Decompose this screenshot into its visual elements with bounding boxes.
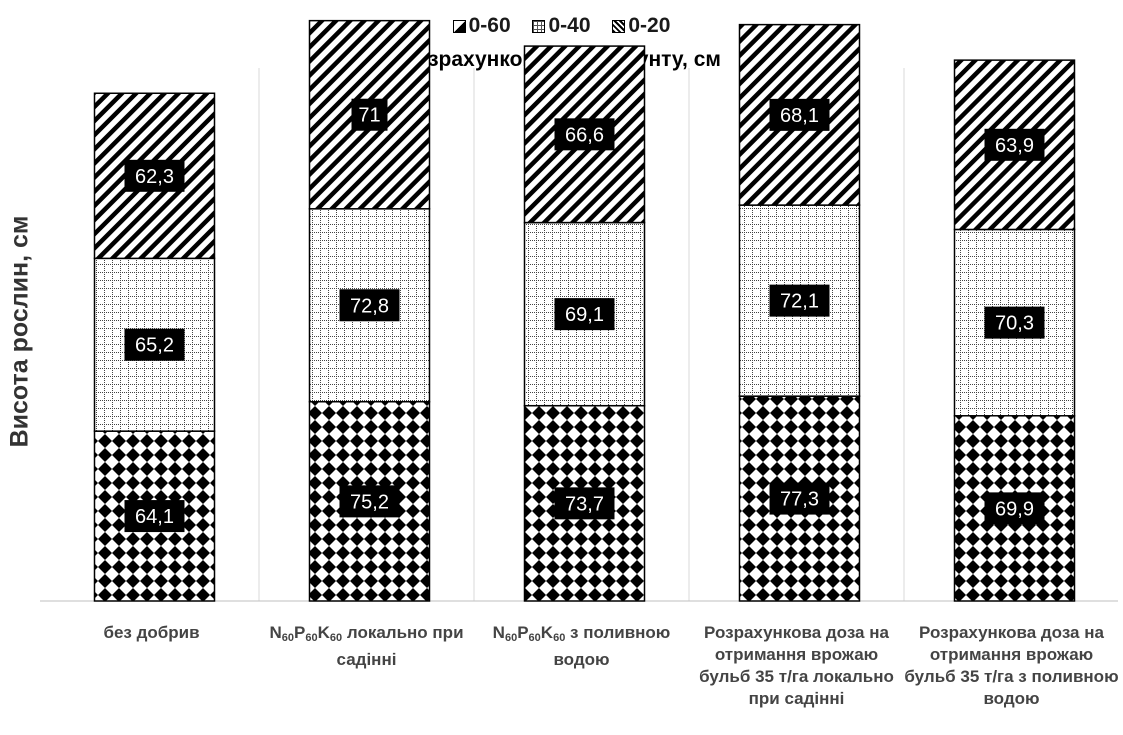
data-label-0-20-cat-4: 63,9 bbox=[995, 135, 1034, 157]
legend-item-0-40[interactable]: 0-40 bbox=[532, 14, 591, 38]
data-label-0-60-cat-4: 69,9 bbox=[995, 498, 1034, 520]
data-label-box-0-20-cat-4 bbox=[984, 128, 1045, 161]
data-label-0-20-cat-2: 66,6 bbox=[565, 124, 604, 146]
legend-label-0-60: 0-60 bbox=[468, 14, 511, 37]
data-label-0-60-cat-0: 64,1 bbox=[135, 506, 174, 528]
legend-swatch-0-40 bbox=[532, 20, 546, 33]
data-label-box-0-20-cat-0 bbox=[124, 159, 185, 192]
data-label-0-20-cat-1: 71 bbox=[358, 105, 380, 127]
data-label-0-40-cat-3: 72,1 bbox=[780, 291, 819, 313]
legend-label-0-20: 0-20 bbox=[628, 14, 671, 37]
data-label-box-0-40-cat-0 bbox=[124, 328, 185, 361]
data-label-box-0-60-cat-1 bbox=[339, 485, 400, 518]
bar-0-40-cat-4[interactable] bbox=[953, 228, 1076, 417]
legend-swatch-0-20 bbox=[612, 20, 626, 33]
data-label-box-0-60-cat-0 bbox=[124, 500, 185, 533]
bars-layer: 64,1 65,2 62,3 75,2 72,8 71 73,7 69,1 66,6 77,3 72… bbox=[93, 19, 1076, 602]
category-label-4: Розрахункова доза на отримання врожаю бу… bbox=[904, 623, 1119, 708]
legend: 0-60 0-40 0-20 bbox=[0, 14, 1123, 38]
data-label-0-40-cat-1: 72,8 bbox=[350, 295, 389, 317]
data-label-0-20-cat-3: 68,1 bbox=[780, 105, 819, 127]
category-gridlines bbox=[258, 68, 905, 601]
data-label-0-60-cat-3: 77,3 bbox=[780, 489, 819, 511]
legend-swatch-0-60 bbox=[452, 20, 466, 33]
category-label-1: N60P60K60 локально при садінні bbox=[269, 623, 464, 669]
data-label-box-0-20-cat-1 bbox=[351, 98, 388, 131]
data-label-box-0-40-cat-3 bbox=[769, 284, 830, 317]
legend-item-0-20[interactable]: 0-20 bbox=[612, 14, 670, 38]
data-label-box-0-40-cat-4 bbox=[984, 306, 1045, 339]
legend-label-0-40: 0-40 bbox=[548, 14, 591, 37]
data-label-0-40-cat-0: 65,2 bbox=[135, 335, 174, 357]
category-label-2: N60P60K60 з поливною водою bbox=[492, 623, 671, 669]
data-label-box-0-60-cat-4 bbox=[984, 492, 1045, 525]
data-label-box-0-40-cat-2 bbox=[554, 298, 615, 331]
data-label-box-0-40-cat-1 bbox=[339, 289, 400, 322]
data-label-0-20-cat-0: 62,3 bbox=[135, 166, 174, 188]
data-label-0-40-cat-4: 70,3 bbox=[995, 313, 1034, 335]
data-label-0-40-cat-2: 69,1 bbox=[565, 304, 604, 326]
category-label-3: Розрахункова доза на отримання врожаю бу… bbox=[699, 623, 894, 708]
legend-item-0-60[interactable]: 0-60 bbox=[452, 14, 511, 38]
data-label-box-0-20-cat-3 bbox=[769, 98, 830, 131]
data-label-box-0-60-cat-3 bbox=[769, 482, 830, 515]
data-label-box-0-60-cat-2 bbox=[554, 487, 615, 520]
category-label-0: без добрив bbox=[103, 623, 200, 642]
data-label-0-60-cat-1: 75,2 bbox=[350, 491, 389, 513]
data-label-0-60-cat-2: 73,7 bbox=[565, 493, 604, 515]
data-label-box-0-20-cat-2 bbox=[554, 118, 615, 151]
